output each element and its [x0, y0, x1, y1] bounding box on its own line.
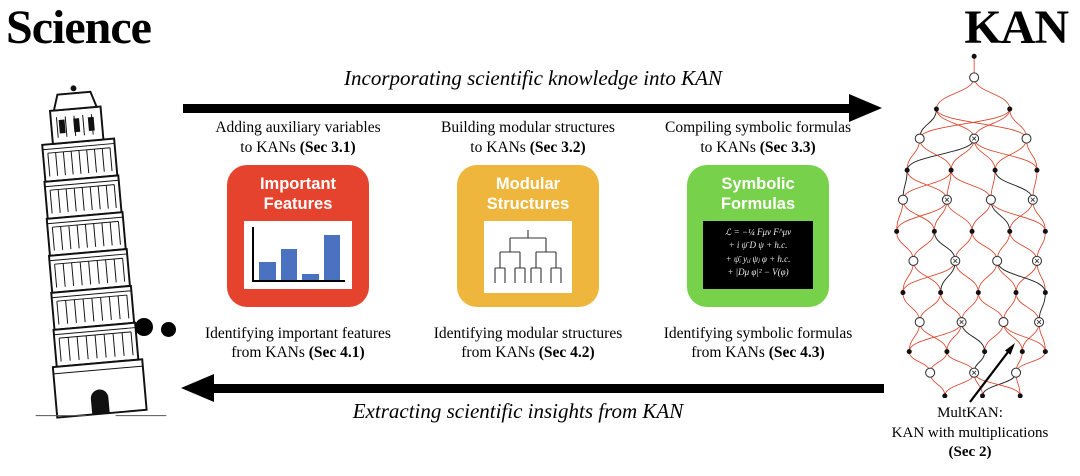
- multkan-caption: MultKAN: KAN with multiplications (Sec 2…: [872, 404, 1068, 463]
- tree-diagram-panel: [484, 220, 572, 293]
- multkan-sec: (Sec 2): [948, 444, 992, 460]
- important-features-box: Important Features: [227, 164, 369, 307]
- blackboard-panel: ℒ = −¼ Fμν F^μν + i ψ̄ D ψ + h.c. + ψ̄ᵢ …: [703, 220, 813, 289]
- ellipsis-dot: [135, 318, 153, 336]
- label-text: from KANs: [461, 344, 535, 362]
- bar-chart: [252, 226, 345, 282]
- label-text: from KANs: [691, 344, 765, 362]
- formula-line: + i ψ̄ D ψ + h.c.: [728, 240, 788, 251]
- section-ref: (Sec 3.1): [299, 138, 356, 156]
- formula-line: + ψ̄ᵢ yᵢⱼ ψⱼ φ + h.c.: [725, 253, 791, 264]
- label-text: Identifying modular structures: [433, 324, 623, 342]
- bottom-arrow-head-icon: [181, 374, 214, 402]
- bottom-label-2: Identifying modular structures from KANs…: [434, 324, 623, 364]
- section-ref: (Sec 3.2): [529, 138, 586, 156]
- pisa-tower-illustration: [35, 85, 167, 419]
- multkan-pointer-arrow-icon: [969, 343, 1015, 403]
- label-text: Identifying important features: [205, 324, 391, 342]
- label-text: to KANs: [700, 138, 756, 156]
- modular-structures-box: Modular Structures: [457, 164, 599, 307]
- top-flow-label: Incorporating scientific knowledge into …: [344, 66, 722, 90]
- label-text: Identifying symbolic formulas: [663, 324, 853, 342]
- bar: [323, 234, 340, 280]
- top-arrow-head-icon: [849, 94, 882, 122]
- label-text: Compiling symbolic formulas: [665, 119, 851, 136]
- bottom-arrow-shaft: [214, 384, 884, 393]
- formula-line: ℒ = −¼ Fμν F^μν: [724, 226, 792, 237]
- bar: [259, 262, 276, 280]
- kan-network-illustration: [894, 53, 1048, 398]
- bar-chart-panel: [244, 220, 352, 289]
- multkan-line1: MultKAN:: [937, 405, 1003, 421]
- tree-diagram-icon: [494, 229, 562, 283]
- science-title: Science: [6, 1, 152, 54]
- label-text: to KANs: [470, 138, 526, 156]
- symbolic-formulas-box: Symbolic Formulas ℒ = −¼ Fμν F^μν + i ψ̄…: [687, 164, 829, 307]
- box-title: Modular Structures: [486, 174, 570, 213]
- column-symbolic-formulas: Compiling symbolic formulas to KANs (Sec…: [643, 118, 873, 363]
- label-text: to KANs: [240, 138, 296, 156]
- bottom-label-1: Identifying important features from KANs…: [205, 324, 391, 364]
- section-ref: (Sec 4.3): [768, 344, 825, 362]
- column-modular-structures: Building modular structures to KANs (Sec…: [413, 118, 643, 363]
- bottom-label-3: Identifying symbolic formulas from KANs …: [664, 324, 853, 364]
- label-text: Adding auxiliary variables: [215, 119, 381, 136]
- section-ref: (Sec 3.3): [759, 138, 816, 156]
- top-label-3: Compiling symbolic formulas to KANs (Sec…: [665, 118, 851, 158]
- top-label-1: Adding auxiliary variables to KANs (Sec …: [215, 118, 380, 158]
- bar: [302, 273, 319, 280]
- top-label-2: Building modular structures to KANs (Sec…: [441, 118, 615, 158]
- box-title: Important Features: [259, 174, 337, 213]
- column-important-features: Adding auxiliary variables to KANs (Sec …: [183, 118, 413, 363]
- kan-title: KAN: [964, 1, 1069, 54]
- bar: [280, 249, 297, 280]
- top-arrow-shaft: [183, 104, 851, 113]
- label-text: from KANs: [231, 344, 305, 362]
- label-text: Building modular structures: [441, 119, 615, 136]
- box-title: Symbolic Formulas: [720, 174, 796, 213]
- formula-line: + |Dμ φ|² − V(φ): [727, 267, 789, 278]
- bottom-flow-label: Extracting scientific insights from KAN: [352, 399, 684, 423]
- section-ref: (Sec 4.2): [538, 344, 595, 362]
- section-ref: (Sec 4.1): [308, 344, 365, 362]
- multkan-line2: KAN with multiplications: [891, 424, 1049, 441]
- ellipsis-dot: [161, 322, 176, 337]
